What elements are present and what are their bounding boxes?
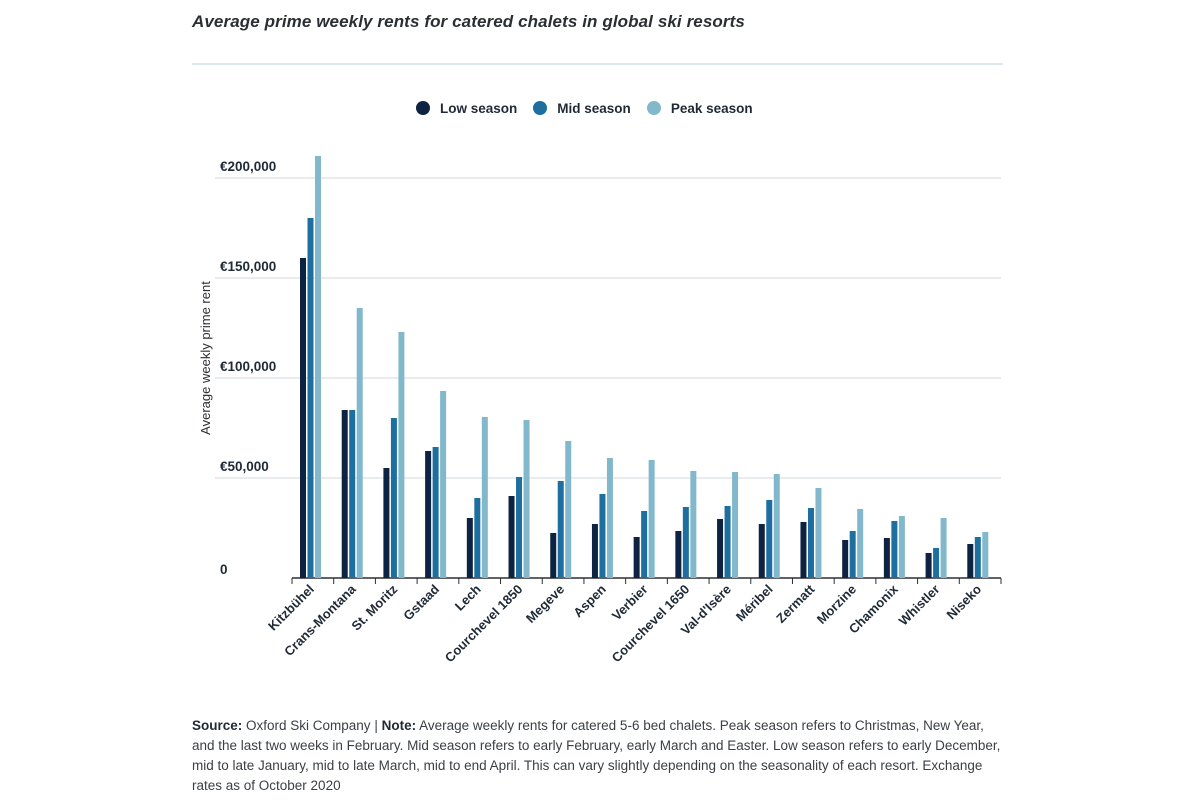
legend-swatch-low	[416, 101, 430, 115]
bar-mid-season	[557, 481, 564, 578]
bar-peak-season	[732, 472, 739, 578]
x-tick-label: Megeve	[523, 582, 567, 626]
x-tick-label: Courchevel 1850	[442, 582, 526, 666]
y-tick-label: €150,000	[220, 259, 276, 274]
y-tick-label: €100,000	[220, 359, 276, 374]
x-tick-label: Méribel	[733, 582, 776, 625]
bar-low-season	[633, 537, 640, 578]
x-tick-label: Aspen	[570, 581, 609, 620]
bar-peak-season	[773, 474, 780, 578]
bar-low-season	[466, 518, 473, 578]
bar-peak-season	[982, 532, 989, 578]
note-label: Note:	[381, 718, 417, 733]
bar-peak-season	[606, 458, 613, 578]
bar-peak-season	[398, 332, 405, 578]
bar-mid-season	[641, 511, 648, 578]
title-divider	[192, 63, 1003, 65]
bar-peak-season	[690, 471, 697, 578]
bar-mid-season	[474, 498, 481, 578]
legend-swatch-peak	[646, 101, 661, 115]
bar-low-season	[842, 540, 849, 578]
chart-title: Average prime weekly rents for catered c…	[192, 12, 745, 31]
bar-mid-season	[516, 477, 523, 578]
bar-mid-season	[599, 494, 606, 578]
y-tick-label: €200,000	[220, 159, 276, 174]
bar-low-season	[675, 531, 682, 578]
y-tick-label: €50,000	[220, 459, 269, 474]
x-tick-label: Verbier	[609, 582, 651, 624]
legend-item-peak: Peak season	[646, 100, 753, 116]
bar-peak-season	[440, 391, 447, 578]
bar-low-season	[967, 544, 974, 578]
legend-item-mid: Mid season	[533, 101, 631, 116]
bar-low-season	[383, 468, 390, 578]
bar-mid-season	[807, 508, 814, 578]
x-tick-label: Gstaad	[400, 581, 442, 623]
legend-label-mid: Mid season	[557, 100, 631, 116]
bar-peak-season	[857, 509, 864, 578]
bar-low-season	[883, 538, 890, 578]
x-tick-label: Lech	[452, 581, 484, 613]
y-axis-title: Average weekly prime rent	[198, 281, 213, 435]
bar-mid-season	[849, 531, 856, 578]
source-label: Source:	[192, 718, 243, 733]
y-tick-label: 0	[220, 562, 228, 577]
bar-mid-season	[766, 500, 773, 578]
bar-peak-season	[356, 308, 363, 578]
bar-low-season	[925, 553, 932, 578]
chart-legend: Low season Mid season Peak season	[416, 98, 769, 118]
bar-peak-season	[898, 516, 905, 578]
x-tick-label: Courchevel 1650	[609, 582, 693, 666]
x-tick-label: Whistler	[896, 582, 943, 629]
legend-swatch-mid	[533, 101, 548, 115]
bar-low-season	[550, 533, 557, 578]
x-tick-label: St. Moritz	[348, 581, 400, 633]
bar-peak-season	[648, 460, 655, 578]
bar-low-season	[800, 522, 807, 578]
bar-mid-season	[682, 507, 689, 578]
x-tick-label: Crans-Montana	[281, 581, 359, 659]
bar-low-season	[717, 519, 724, 578]
legend-label-low: Low season	[440, 100, 518, 116]
bar-mid-season	[891, 521, 898, 578]
bar-peak-season	[815, 488, 822, 578]
bar-peak-season	[523, 420, 530, 578]
x-tick-label: Zermatt	[773, 581, 818, 626]
bar-mid-season	[974, 537, 981, 578]
source-text: Oxford Ski Company |	[242, 718, 382, 733]
footnote: Source: Oxford Ski Company | Note: Avera…	[192, 716, 1007, 796]
bar-low-season	[758, 524, 765, 578]
bar-peak-season	[481, 417, 488, 578]
x-tick-label: Niseko	[944, 581, 985, 622]
note-text: Average weekly rents for catered 5-6 bed…	[192, 718, 1001, 793]
bar-mid-season	[933, 548, 940, 578]
bar-mid-season	[307, 218, 314, 578]
bar-mid-season	[349, 410, 356, 578]
bar-mid-season	[432, 447, 439, 578]
bar-low-season	[300, 258, 306, 578]
bar-low-season	[591, 524, 598, 578]
bar-low-season	[425, 451, 432, 578]
bar-mid-season	[724, 506, 731, 578]
bar-peak-season	[940, 518, 947, 578]
bar-low-season	[508, 496, 515, 578]
bar-mid-season	[390, 418, 397, 578]
legend-label-peak: Peak season	[670, 100, 753, 116]
bar-peak-season	[565, 441, 572, 578]
bar-low-season	[341, 410, 348, 578]
legend-item-low: Low season	[416, 101, 517, 116]
bar-peak-season	[315, 156, 321, 578]
